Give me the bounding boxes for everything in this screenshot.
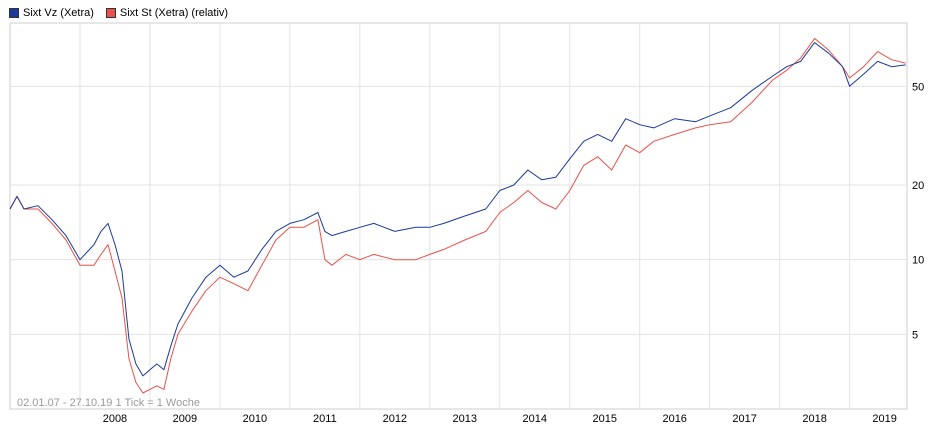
x-tick-label: 2014 xyxy=(523,413,547,425)
series-line-sixt-vz xyxy=(9,42,906,377)
legend: Sixt Vz (Xetra) Sixt St (Xetra) (relativ… xyxy=(9,7,228,19)
legend-item-sixt-vz[interactable]: Sixt Vz (Xetra) xyxy=(9,7,94,19)
x-axis: 2008 2009 2010 2011 2012 2013 2014 2015 2016 2017… xyxy=(103,413,897,425)
x-tick-label: 2015 xyxy=(592,413,616,425)
x-tick-label: 2018 xyxy=(802,413,826,425)
x-tick-label: 2017 xyxy=(732,413,756,425)
legend-swatch-sixt-vz xyxy=(9,8,19,18)
x-tick-label: 2016 xyxy=(662,413,686,425)
x-tick-label: 2013 xyxy=(453,413,477,425)
x-tick-label: 2009 xyxy=(173,413,197,425)
legend-label-sixt-st: Sixt St (Xetra) (relativ) xyxy=(119,7,229,19)
y-tick-label: 5 xyxy=(912,329,918,341)
x-tick-label: 2010 xyxy=(243,413,267,425)
x-tick-label: 2011 xyxy=(313,413,337,425)
x-tick-label: 2008 xyxy=(103,413,127,425)
y-tick-label: 10 xyxy=(912,255,924,267)
series-group xyxy=(9,37,906,394)
legend-label-sixt-vz: Sixt Vz (Xetra) xyxy=(23,7,94,19)
legend-item-sixt-st[interactable]: Sixt St (Xetra) (relativ) xyxy=(105,7,229,19)
y-axis: 5 10 20 50 xyxy=(912,81,924,341)
grid xyxy=(10,23,907,409)
x-tick-label: 2012 xyxy=(383,413,407,425)
y-tick-label: 50 xyxy=(912,81,924,93)
series-line-sixt-st xyxy=(9,37,906,394)
legend-swatch-sixt-st xyxy=(105,8,116,18)
y-tick-label: 20 xyxy=(912,180,924,192)
plot-area xyxy=(9,22,908,410)
date-range-footnote: 02.01.07 - 27.10.19 1 Tick = 1 Woche xyxy=(17,397,200,409)
x-tick-label: 2019 xyxy=(872,413,896,425)
